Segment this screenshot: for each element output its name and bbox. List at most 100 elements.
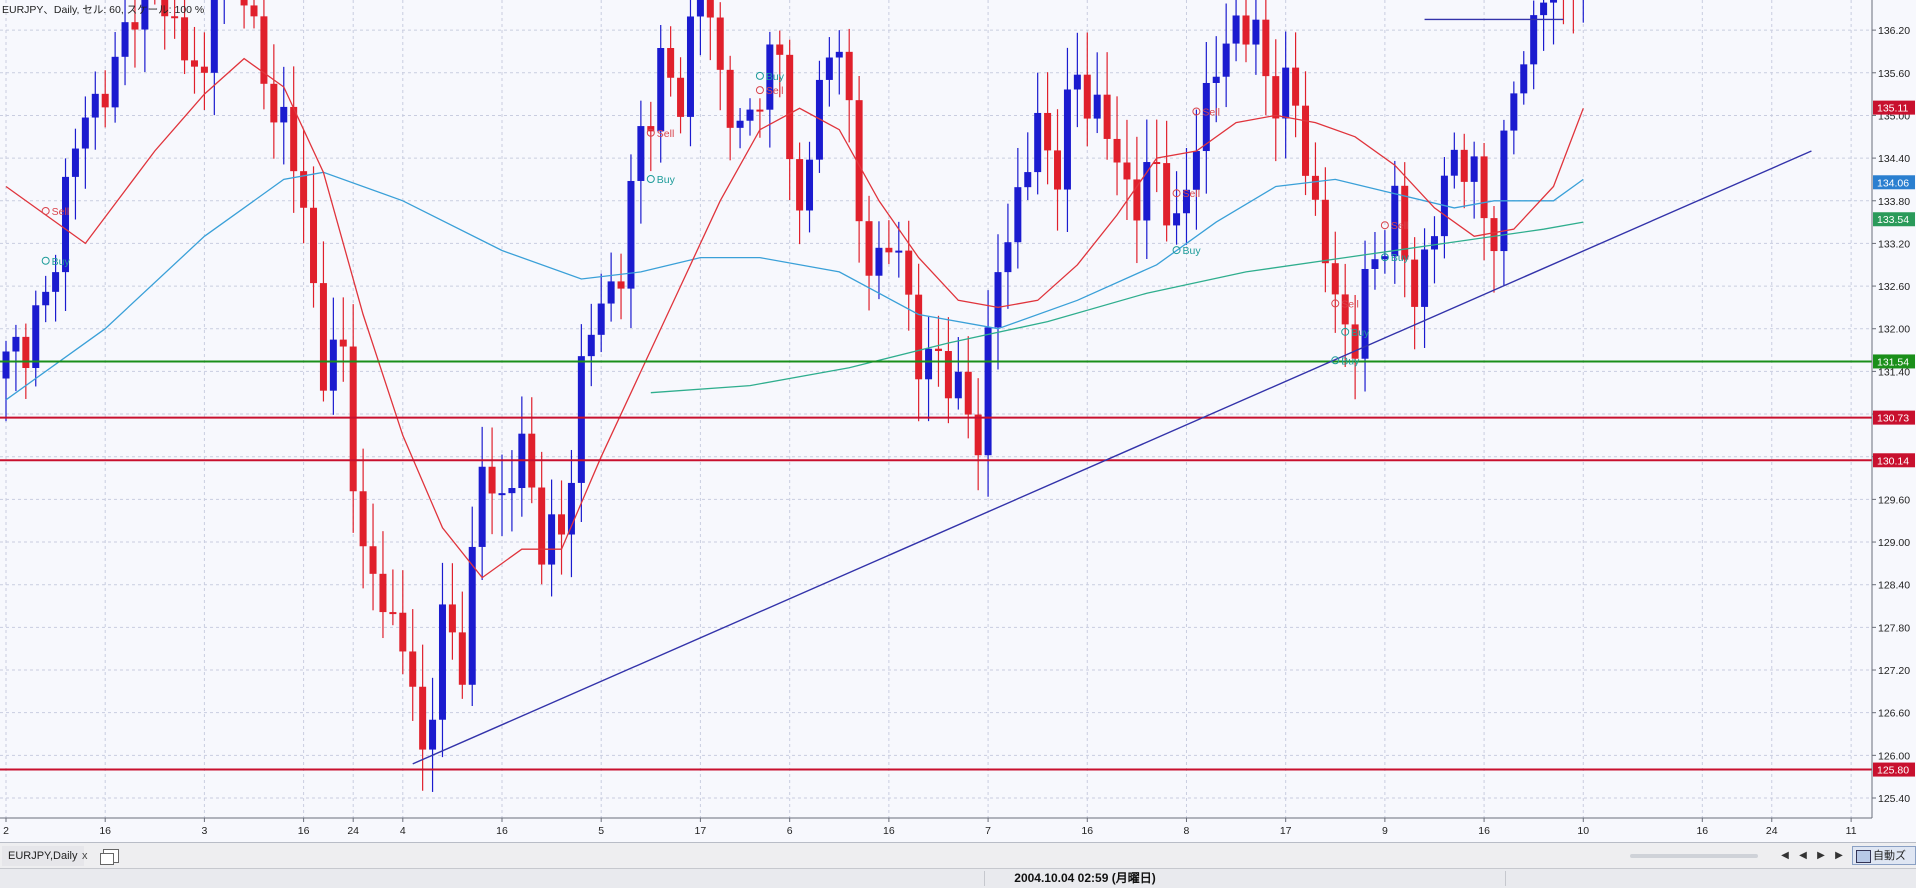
scroll-prev-icon[interactable]: ◀ bbox=[1799, 850, 1807, 861]
candle-body bbox=[419, 686, 427, 750]
candle-body bbox=[448, 604, 456, 633]
price-label-text: 133.54 bbox=[1877, 214, 1909, 226]
candle-body bbox=[885, 247, 893, 253]
candle-body bbox=[290, 106, 298, 172]
candle-body bbox=[1411, 259, 1419, 307]
candle-body bbox=[1024, 172, 1032, 188]
candle-body bbox=[796, 159, 804, 211]
candle-body bbox=[339, 339, 347, 347]
candle-body bbox=[567, 482, 575, 535]
zoom-icon bbox=[1856, 850, 1871, 863]
candle-body bbox=[1450, 149, 1458, 176]
buy-signal-marker bbox=[1380, 253, 1389, 262]
price-axis-label: 127.20 bbox=[1878, 665, 1910, 677]
candle-body bbox=[1202, 82, 1210, 152]
time-axis-label: 8 bbox=[1184, 825, 1190, 837]
candle-body bbox=[1073, 74, 1081, 90]
candle-body bbox=[300, 171, 308, 208]
buy-signal-label: Buy bbox=[1351, 327, 1370, 339]
time-axis-label: 6 bbox=[787, 825, 793, 837]
candle-body bbox=[677, 77, 685, 117]
candle-body bbox=[1192, 151, 1200, 190]
candle-body bbox=[141, 0, 149, 30]
candle-body bbox=[1460, 149, 1468, 182]
autozoom-button[interactable]: 自動ズーム bbox=[1852, 846, 1916, 865]
sell-signal-label: Sell bbox=[1341, 298, 1359, 310]
sell-signal-label: Sell bbox=[657, 128, 675, 140]
candle-body bbox=[1321, 199, 1329, 264]
candle-body bbox=[607, 281, 615, 304]
price-axis-label: 125.40 bbox=[1878, 793, 1910, 805]
time-axis-label: 16 bbox=[99, 825, 111, 837]
candle-body bbox=[52, 272, 60, 292]
candle-body bbox=[369, 546, 377, 574]
candle-body bbox=[1470, 156, 1478, 182]
candle-body bbox=[1381, 256, 1389, 260]
candle-body bbox=[1371, 259, 1379, 269]
price-axis-label: 129.00 bbox=[1878, 537, 1910, 549]
candle-body bbox=[1500, 130, 1508, 252]
candle-body bbox=[974, 414, 982, 456]
trend-line[interactable] bbox=[412, 150, 1812, 765]
candle-body bbox=[577, 356, 585, 483]
price-chart[interactable]: take profit#14 buystop lossSellBuySellBu… bbox=[0, 0, 1916, 842]
price-label-box bbox=[1873, 100, 1915, 115]
candle-body bbox=[200, 66, 208, 73]
chart-area[interactable]: take profit#14 buystop lossSellBuySellBu… bbox=[0, 0, 1916, 842]
time-axis-label: 10 bbox=[1577, 825, 1589, 837]
candle-body bbox=[240, 0, 248, 6]
candle-body bbox=[1242, 15, 1250, 45]
candle-body bbox=[32, 305, 40, 369]
scroll-last-icon[interactable]: ▶ bbox=[1835, 850, 1843, 861]
scroll-next-icon[interactable]: ▶ bbox=[1817, 850, 1825, 861]
time-axis-label: 16 bbox=[1478, 825, 1490, 837]
candle-body bbox=[101, 93, 109, 108]
candle-body bbox=[1143, 162, 1151, 221]
candle-body bbox=[121, 22, 129, 57]
candle-body bbox=[736, 120, 744, 128]
candle-body bbox=[349, 346, 357, 492]
candle-body bbox=[310, 207, 318, 284]
candle-body bbox=[1222, 43, 1230, 77]
candle-body bbox=[1341, 294, 1349, 325]
candle-body bbox=[815, 79, 823, 160]
candle-body bbox=[1034, 112, 1042, 173]
candle-body bbox=[1282, 67, 1290, 119]
price-axis-label: 126.00 bbox=[1878, 750, 1910, 762]
price-axis-label: 134.40 bbox=[1878, 153, 1910, 165]
candle-body bbox=[875, 247, 883, 276]
candle-body bbox=[1123, 162, 1131, 180]
candle-body bbox=[726, 69, 734, 128]
price-label-box bbox=[1873, 762, 1915, 777]
tab-eurjpy-daily[interactable]: EURJPY,Daily bbox=[2, 846, 84, 866]
candle-body bbox=[944, 351, 952, 399]
candle-body bbox=[379, 573, 387, 613]
candle-body bbox=[825, 57, 833, 80]
buy-signal-marker bbox=[1341, 327, 1350, 336]
moving-average-teal bbox=[650, 221, 1584, 394]
horizontal-scrollbar[interactable] bbox=[1630, 854, 1758, 858]
candle-body bbox=[359, 491, 367, 547]
candle-body bbox=[925, 348, 933, 380]
new-window-icon[interactable] bbox=[100, 849, 119, 865]
candle-body bbox=[1520, 64, 1528, 94]
candle-body bbox=[706, 0, 714, 18]
time-axis-label: 9 bbox=[1382, 825, 1388, 837]
buy-signal-label: Buy bbox=[1391, 252, 1410, 264]
candle-body bbox=[1083, 74, 1091, 119]
candle-body bbox=[1430, 236, 1438, 250]
scroll-first-icon[interactable]: ◀ bbox=[1781, 850, 1789, 861]
buy-signal-marker bbox=[646, 174, 655, 183]
buy-signal-label: Buy bbox=[52, 256, 71, 268]
candle-body bbox=[1331, 263, 1339, 295]
close-icon[interactable]: x bbox=[82, 850, 88, 862]
candle-body bbox=[260, 16, 268, 84]
candle-body bbox=[131, 22, 139, 30]
status-time: 2004.10.04 02:59 (月曜日) bbox=[984, 871, 1185, 886]
autozoom-label: 自動ズーム bbox=[1873, 850, 1906, 862]
time-axis-label: 16 bbox=[883, 825, 895, 837]
candle-body bbox=[915, 294, 923, 380]
candle-body bbox=[1014, 187, 1022, 243]
buy-signal-marker bbox=[755, 71, 764, 80]
candle-body bbox=[954, 371, 962, 399]
